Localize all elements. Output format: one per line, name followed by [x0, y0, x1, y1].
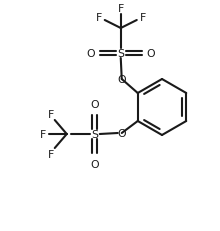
Text: F: F [96, 13, 102, 23]
Text: F: F [118, 4, 124, 14]
Text: S: S [91, 129, 98, 139]
Text: O: O [90, 159, 99, 169]
Text: F: F [140, 13, 146, 23]
Text: F: F [48, 149, 54, 159]
Text: F: F [40, 129, 46, 139]
Text: O: O [117, 75, 126, 85]
Text: S: S [117, 49, 124, 59]
Text: O: O [90, 100, 99, 109]
Text: O: O [117, 128, 126, 138]
Text: O: O [147, 49, 155, 59]
Text: F: F [48, 109, 54, 119]
Text: O: O [86, 49, 95, 59]
